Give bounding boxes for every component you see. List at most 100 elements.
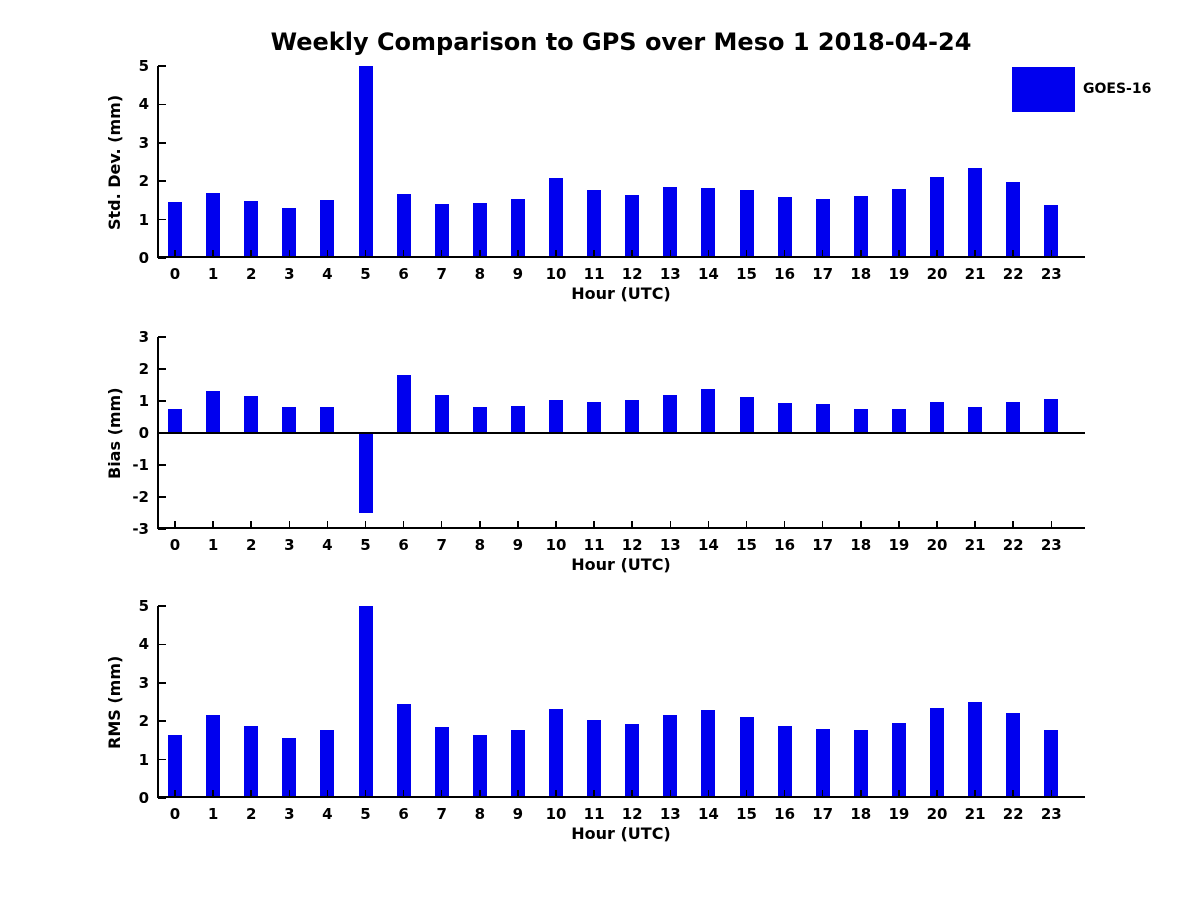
y-tick-label: 0 [138, 249, 149, 267]
y-tick [158, 142, 166, 144]
bar-std-dev-hour-23 [1044, 205, 1059, 258]
bar-std-dev-hour-19 [891, 189, 906, 258]
x-tick-label: 10 [545, 265, 567, 283]
y-tick-label: -1 [132, 456, 149, 474]
bar-std-dev-hour-3 [282, 208, 297, 258]
x-tick [593, 521, 595, 529]
x-tick [974, 790, 976, 798]
x-tick-label: 14 [697, 805, 719, 823]
x-tick-label: 22 [1002, 536, 1024, 554]
bar-rms-hour-11 [587, 720, 602, 798]
zero-baseline [157, 432, 1085, 434]
x-tick-label: 8 [474, 536, 486, 554]
x-tick [288, 250, 291, 258]
y-tick-label: 3 [138, 133, 149, 152]
x-tick-label: 1 [207, 805, 219, 823]
y-tick [158, 528, 166, 530]
bar-rms-hour-9 [510, 730, 525, 798]
x-tick-label: 4 [322, 265, 333, 283]
x-tick-label: 16 [774, 265, 796, 283]
x-tick-label: 21 [964, 536, 986, 554]
x-tick-label: 15 [736, 805, 757, 823]
bar-std-dev-hour-17 [815, 198, 830, 258]
bar-bias-hour-11 [587, 402, 602, 433]
x-tick [898, 790, 900, 798]
x-tick-label: 11 [583, 536, 605, 554]
bar-rms-hour-12 [625, 723, 640, 798]
legend-swatch-goes16 [1012, 67, 1075, 112]
bar-bias-hour-7 [434, 395, 449, 433]
y-tick-label: 1 [138, 750, 149, 769]
bar-rms-hour-15 [739, 717, 754, 798]
bar-bias-hour-20 [930, 401, 944, 433]
x-tick [364, 250, 367, 258]
bar-bias-hour-22 [1006, 402, 1021, 433]
x-tick [555, 521, 557, 529]
y-tick [158, 257, 166, 259]
x-tick-label: 0 [169, 265, 181, 283]
x-tick [364, 790, 367, 798]
x-tick [479, 790, 481, 798]
y-tick-label: -2 [132, 488, 149, 506]
x-tick-label: 17 [812, 805, 834, 823]
x-tick-label: 19 [888, 805, 910, 823]
bar-rms-hour-21 [968, 702, 983, 798]
x-tick-label: 7 [436, 536, 447, 554]
x-tick [669, 790, 672, 798]
bar-std-dev-hour-7 [434, 204, 449, 258]
bar-std-dev-hour-15 [739, 190, 754, 258]
x-tick [440, 250, 443, 258]
x-tick [707, 250, 710, 258]
x-axis-label: Hour (UTC) [571, 555, 671, 574]
x-tick-label: 15 [736, 265, 757, 283]
x-tick-label: 6 [398, 805, 409, 823]
y-tick [158, 797, 166, 799]
bar-rms-hour-8 [472, 735, 487, 798]
x-tick-label: 10 [545, 805, 567, 823]
x-tick [440, 790, 443, 798]
y-tick [158, 65, 166, 67]
x-tick [250, 250, 252, 258]
y-tick [158, 682, 166, 684]
bar-bias-hour-16 [777, 403, 792, 433]
plot-area-rms: 0 1 2 3 4 5 0 1 2 3 4 5 6 7 8 9 10 11 12 13 14 15 16 17 18 19 20 21… [139, 597, 1085, 823]
x-tick-label: 8 [474, 805, 486, 823]
bar-bias-hour-23 [1044, 398, 1059, 433]
x-tick-label: 11 [583, 805, 605, 823]
x-tick [745, 790, 748, 798]
x-tick [174, 250, 176, 258]
x-tick-label: 4 [322, 805, 333, 823]
x-axis-spine [157, 796, 1085, 798]
bar-rms-hour-14 [701, 710, 716, 798]
x-tick [517, 521, 519, 529]
bar-std-dev-hour-16 [777, 197, 792, 258]
bar-std-dev-hour-18 [853, 195, 868, 258]
bar-bias-hour-0 [168, 408, 182, 433]
x-tick-label: 9 [512, 536, 524, 554]
bar-rms-hour-4 [320, 730, 335, 798]
bar-std-dev-hour-13 [663, 186, 678, 258]
x-tick [288, 521, 291, 529]
x-tick [860, 790, 862, 798]
bar-rms-hour-3 [282, 737, 297, 798]
bar-rms-hour-5 [358, 606, 373, 798]
x-tick-label: 0 [169, 805, 181, 823]
bar-rms-hour-10 [549, 709, 563, 798]
x-tick [821, 250, 824, 258]
x-axis-spine [157, 527, 1085, 529]
y-tick-label: 2 [138, 360, 149, 378]
x-tick-label: 3 [284, 805, 295, 823]
x-tick-label: 17 [812, 536, 834, 554]
x-tick [707, 790, 710, 798]
bar-bias-hour-21 [968, 407, 983, 433]
x-tick-label: 17 [812, 265, 834, 283]
x-tick-label: 18 [850, 265, 872, 283]
x-tick-label: 20 [926, 805, 948, 823]
y-tick-label: 3 [138, 673, 149, 692]
x-tick-label: 21 [964, 805, 986, 823]
x-tick-label: 8 [474, 265, 486, 283]
x-tick [212, 250, 214, 258]
bar-std-dev-hour-12 [625, 194, 640, 258]
bar-bias-hour-15 [739, 397, 754, 433]
bar-std-dev-hour-1 [206, 192, 221, 258]
